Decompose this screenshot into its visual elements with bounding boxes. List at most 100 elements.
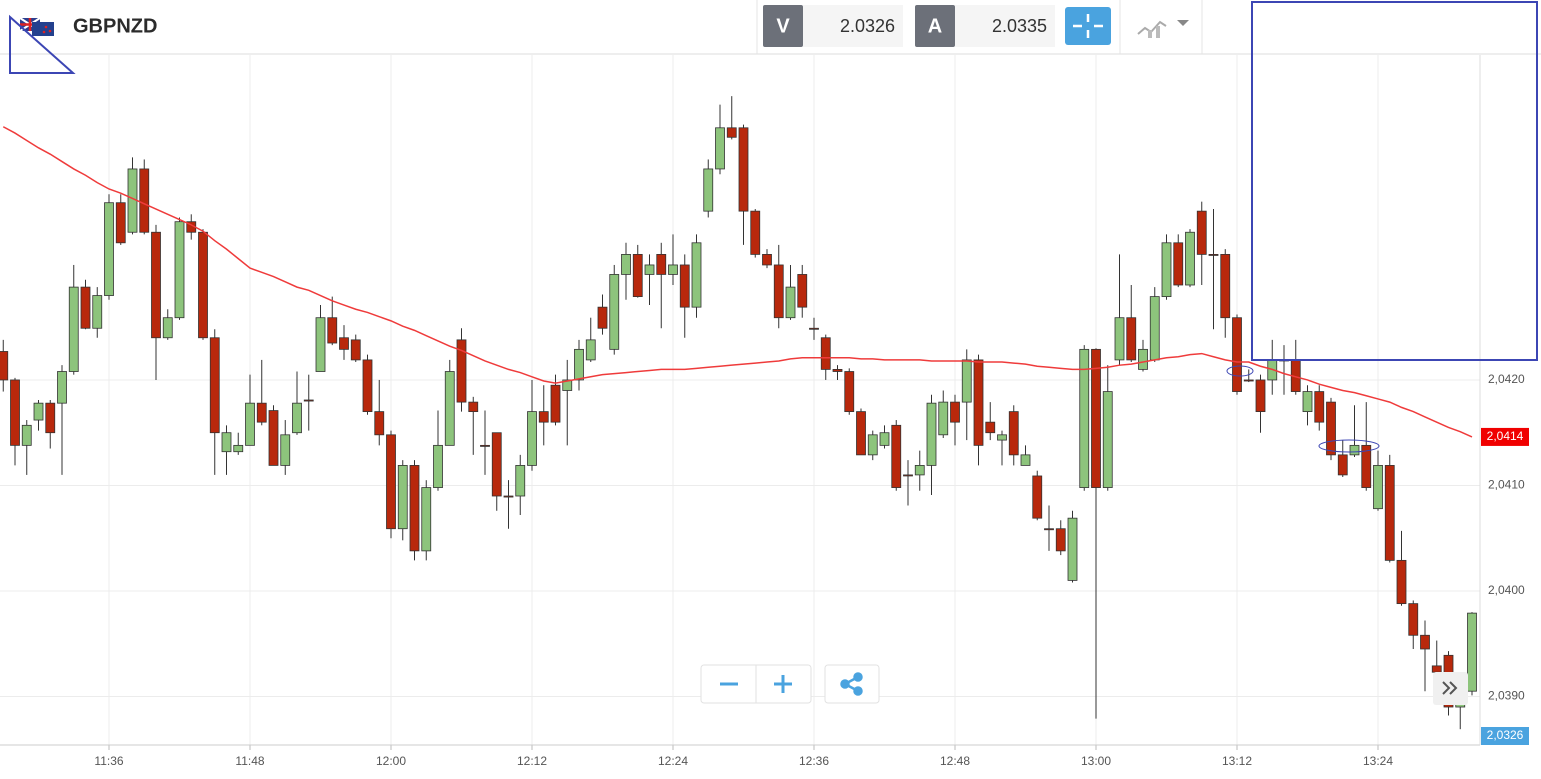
candle-body — [115, 202, 126, 244]
x-tick-label: 12:36 — [799, 754, 829, 768]
candle-body — [997, 434, 1007, 441]
candle-body — [1326, 401, 1336, 456]
candle-body — [938, 401, 949, 436]
candle-body — [820, 337, 831, 370]
x-tick-label: 12:24 — [658, 754, 688, 768]
candle-body — [621, 254, 631, 275]
candle-body — [1314, 391, 1325, 423]
candle-body — [914, 465, 925, 476]
candle-body — [1431, 665, 1442, 673]
candle-body — [1384, 465, 1395, 561]
candle-body — [1232, 317, 1242, 392]
candle-body — [386, 434, 396, 530]
ellipse-drawing[interactable] — [1226, 365, 1254, 377]
candle-body — [1467, 612, 1477, 692]
candle-body — [679, 264, 690, 308]
bid-button[interactable] — [763, 5, 803, 47]
candle-body — [198, 231, 208, 339]
candle-body — [715, 127, 725, 170]
candle-body — [374, 411, 385, 436]
x-tick-label: 11:36 — [94, 754, 123, 768]
candle-body — [1008, 411, 1019, 456]
candle-body — [209, 337, 220, 434]
candle-body — [1361, 444, 1372, 488]
candle-body — [491, 432, 502, 497]
candle-body — [327, 317, 338, 344]
candle-body — [762, 254, 772, 266]
candle-body — [574, 348, 584, 381]
candle-body — [68, 286, 79, 372]
scroll-end-button[interactable] — [1433, 672, 1468, 705]
candle-body — [585, 339, 596, 361]
candle-body — [750, 210, 761, 255]
candle-body — [903, 474, 913, 477]
candle-body — [1138, 348, 1148, 370]
x-tick-label: 12:00 — [376, 754, 406, 768]
triangle-drawing[interactable] — [9, 14, 76, 74]
candle-body — [1126, 317, 1137, 361]
rectangle-drawing[interactable] — [1251, 1, 1538, 361]
candle-body — [1408, 603, 1419, 636]
candle-body — [1149, 296, 1160, 361]
candle-body — [303, 399, 314, 402]
ellipse-drawing[interactable] — [1318, 439, 1380, 453]
candle-body — [339, 337, 349, 350]
last-price-tag — [1481, 727, 1529, 745]
candle-body — [1032, 475, 1043, 519]
candle-body — [268, 410, 279, 466]
symbol: GBPNZD — [73, 15, 157, 37]
candle-body — [844, 371, 855, 413]
candle-body — [632, 254, 643, 298]
candle-body — [644, 264, 655, 275]
candle-body — [726, 127, 737, 138]
crosshair-button[interactable] — [1065, 7, 1111, 45]
candle-body — [10, 379, 20, 446]
candle-body — [1420, 634, 1430, 650]
candle-body — [57, 371, 67, 404]
candle-body — [562, 379, 573, 391]
candle-body — [174, 221, 185, 319]
ask-button[interactable] — [915, 5, 955, 47]
ask-box — [955, 5, 1055, 47]
candle-body — [1044, 528, 1054, 531]
candle-body — [1173, 242, 1184, 286]
candle-body — [1091, 348, 1101, 488]
candle-body — [856, 411, 866, 456]
candle-body — [245, 402, 255, 446]
candle-body — [703, 168, 714, 212]
candle-body — [444, 371, 455, 446]
bid-price: 2.0326 — [840, 16, 895, 36]
candle-body — [1161, 242, 1172, 298]
candle-body — [867, 434, 878, 456]
candle-body — [397, 465, 408, 530]
candle-body — [538, 411, 549, 423]
candle-body — [691, 242, 702, 308]
candle-body — [809, 327, 819, 330]
zoom-in-button[interactable] — [774, 675, 792, 693]
candle-body — [550, 384, 561, 423]
ma-price-tag — [1481, 427, 1529, 446]
share-icon — [840, 672, 863, 696]
candle-body — [480, 444, 490, 447]
x-tick-label: 11:48 — [235, 754, 264, 768]
candle-body — [21, 424, 32, 446]
candle-body — [0, 351, 9, 381]
candle-body — [350, 339, 361, 361]
candle-body — [1185, 231, 1195, 286]
candle-body — [1055, 528, 1066, 552]
candle-body — [468, 401, 479, 413]
ask-label: A — [928, 15, 942, 37]
candle-body — [1067, 517, 1078, 581]
candle-body — [1220, 254, 1231, 319]
chart-type-button[interactable] — [1137, 20, 1189, 38]
y-tick-label: 2,0390 — [1488, 689, 1525, 703]
candle-body — [926, 402, 937, 466]
candle-body — [1373, 465, 1383, 510]
candle-body — [656, 254, 667, 275]
share-button[interactable] — [824, 664, 880, 704]
candle-body — [668, 264, 678, 275]
candle-body — [950, 401, 960, 423]
x-tick-label: 13:24 — [1363, 754, 1393, 768]
candle-body — [280, 434, 291, 466]
